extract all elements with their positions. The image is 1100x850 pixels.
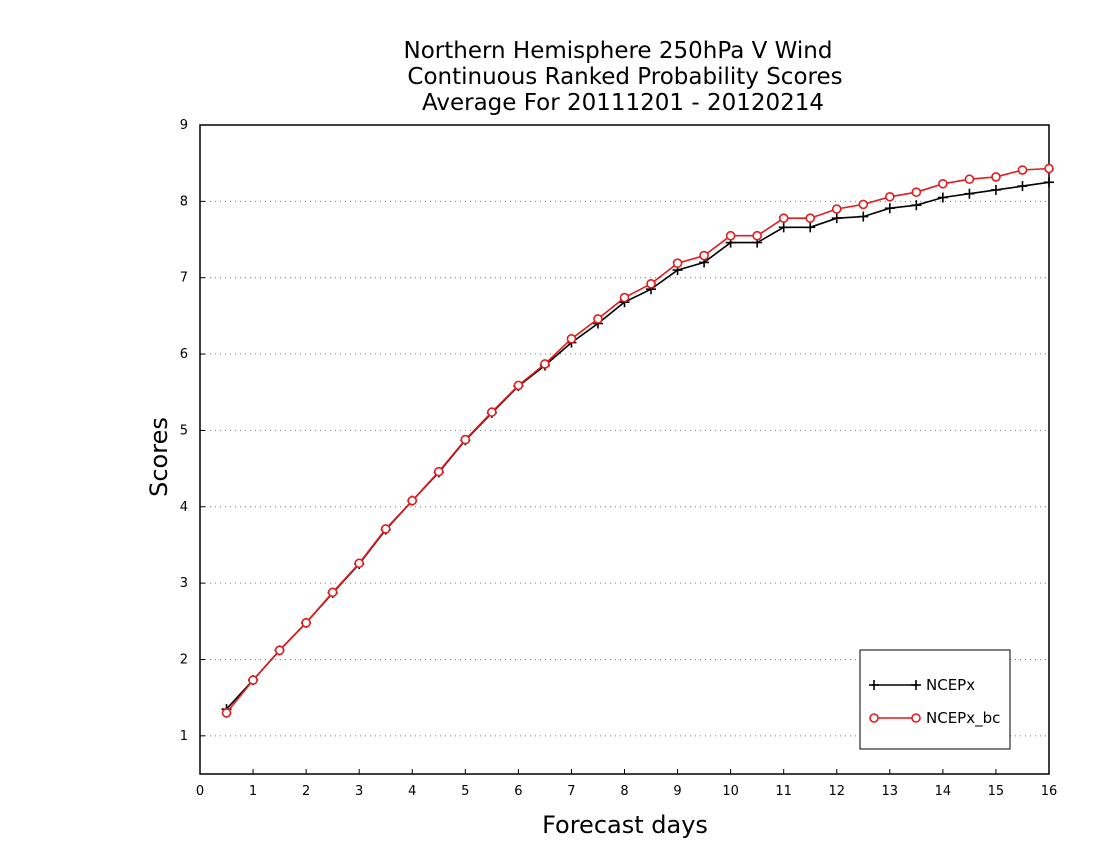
y-tick-label: 8 [180, 194, 188, 209]
legend-item: NCEPx_bc [869, 709, 1000, 728]
data-point [407, 495, 418, 506]
x-tick-label: 0 [196, 784, 204, 799]
data-point [699, 250, 709, 261]
data-point [964, 174, 975, 185]
data-point [805, 213, 816, 223]
data-point [1044, 177, 1054, 188]
legend-marker [869, 680, 879, 690]
data-point [460, 434, 471, 445]
data-point [513, 380, 524, 391]
x-tick-label: 8 [620, 784, 628, 799]
chart-title-line-1: Northern Hemisphere 250hPa V Wind [404, 38, 833, 64]
x-tick-label: 5 [461, 784, 469, 799]
legend-marker [869, 713, 879, 723]
x-tick-label: 7 [567, 784, 575, 799]
data-point [221, 708, 232, 718]
legend-label: NCEPx [926, 676, 975, 694]
series-layer [221, 163, 1054, 718]
data-point [831, 213, 842, 224]
y-tick-label: 9 [180, 118, 188, 133]
data-point [354, 558, 364, 569]
data-point [540, 359, 550, 369]
data-point [725, 230, 736, 241]
x-tick-label: 13 [882, 784, 899, 799]
x-tick-label: 12 [828, 784, 845, 799]
data-point [1017, 181, 1028, 192]
data-point [911, 200, 922, 211]
data-point [831, 204, 842, 214]
data-point [884, 203, 895, 214]
x-axis-label: Forecast days [542, 811, 708, 839]
series-ncepx-bc [221, 163, 1054, 718]
y-tick-label: 7 [180, 271, 188, 286]
data-point [619, 292, 630, 303]
y-axis: 1 2 3 4 5 6 7 8 9 [180, 118, 205, 744]
y-tick-label: 5 [180, 423, 188, 438]
x-tick-label: 1 [249, 784, 257, 799]
data-point [593, 314, 603, 324]
data-point [885, 191, 895, 202]
data-point [752, 230, 762, 241]
data-point [991, 172, 1001, 182]
x-tick-label: 9 [673, 784, 681, 799]
data-point [805, 222, 816, 233]
data-point [380, 524, 391, 534]
x-tick-label: 4 [408, 784, 416, 799]
legend-item: NCEPx [869, 676, 975, 694]
y-axis-label: Scores [145, 417, 173, 497]
data-point [646, 279, 656, 289]
x-tick-label: 16 [1041, 784, 1058, 799]
y-tick-label: 3 [180, 576, 188, 591]
chart-title-line-3: Average For 20111201 - 20120214 [422, 90, 824, 116]
series-line [225, 181, 1050, 710]
x-tick-label: 2 [302, 784, 310, 799]
data-point [938, 178, 948, 189]
data-point [858, 199, 869, 210]
legend-box [859, 649, 1011, 750]
y-tick-label: 4 [180, 500, 188, 515]
x-tick-label: 15 [988, 784, 1005, 799]
data-point [672, 258, 683, 268]
legend: NCEPx NCEPx_bc [859, 649, 1011, 750]
x-tick-label: 6 [514, 784, 522, 799]
data-point [248, 675, 258, 685]
data-point [1044, 163, 1054, 174]
legend-label: NCEPx_bc [926, 709, 1000, 728]
data-point [911, 187, 922, 197]
x-axis: 0 1 2 3 4 5 6 7 8 9 10 11 12 13 14 15 16 [196, 769, 1057, 799]
legend-marker [911, 713, 921, 723]
data-point [487, 407, 497, 417]
data-point [566, 333, 577, 344]
chart-title-line-2: Continuous Ranked Probability Scores [407, 64, 842, 90]
data-point [433, 466, 444, 477]
series-line [225, 167, 1050, 714]
y-tick-label: 1 [180, 729, 188, 744]
data-point [1017, 165, 1028, 175]
data-point [937, 192, 948, 203]
data-point [964, 188, 975, 199]
x-tick-label: 14 [935, 784, 952, 799]
data-point [301, 618, 311, 628]
x-tick-label: 3 [355, 784, 363, 799]
chart-title: Northern Hemisphere 250hPa V Wind Contin… [404, 38, 843, 116]
data-point [274, 645, 285, 656]
x-tick-label: 10 [722, 784, 739, 799]
y-tick-label: 6 [180, 347, 188, 362]
data-point [778, 213, 789, 223]
x-tick-label: 11 [775, 784, 792, 799]
legend-marker [911, 680, 921, 690]
data-point [778, 222, 789, 233]
data-point [858, 211, 869, 222]
data-point [990, 184, 1001, 195]
data-point [327, 587, 338, 598]
series-ncepx [221, 177, 1054, 715]
y-tick-label: 2 [180, 652, 188, 667]
